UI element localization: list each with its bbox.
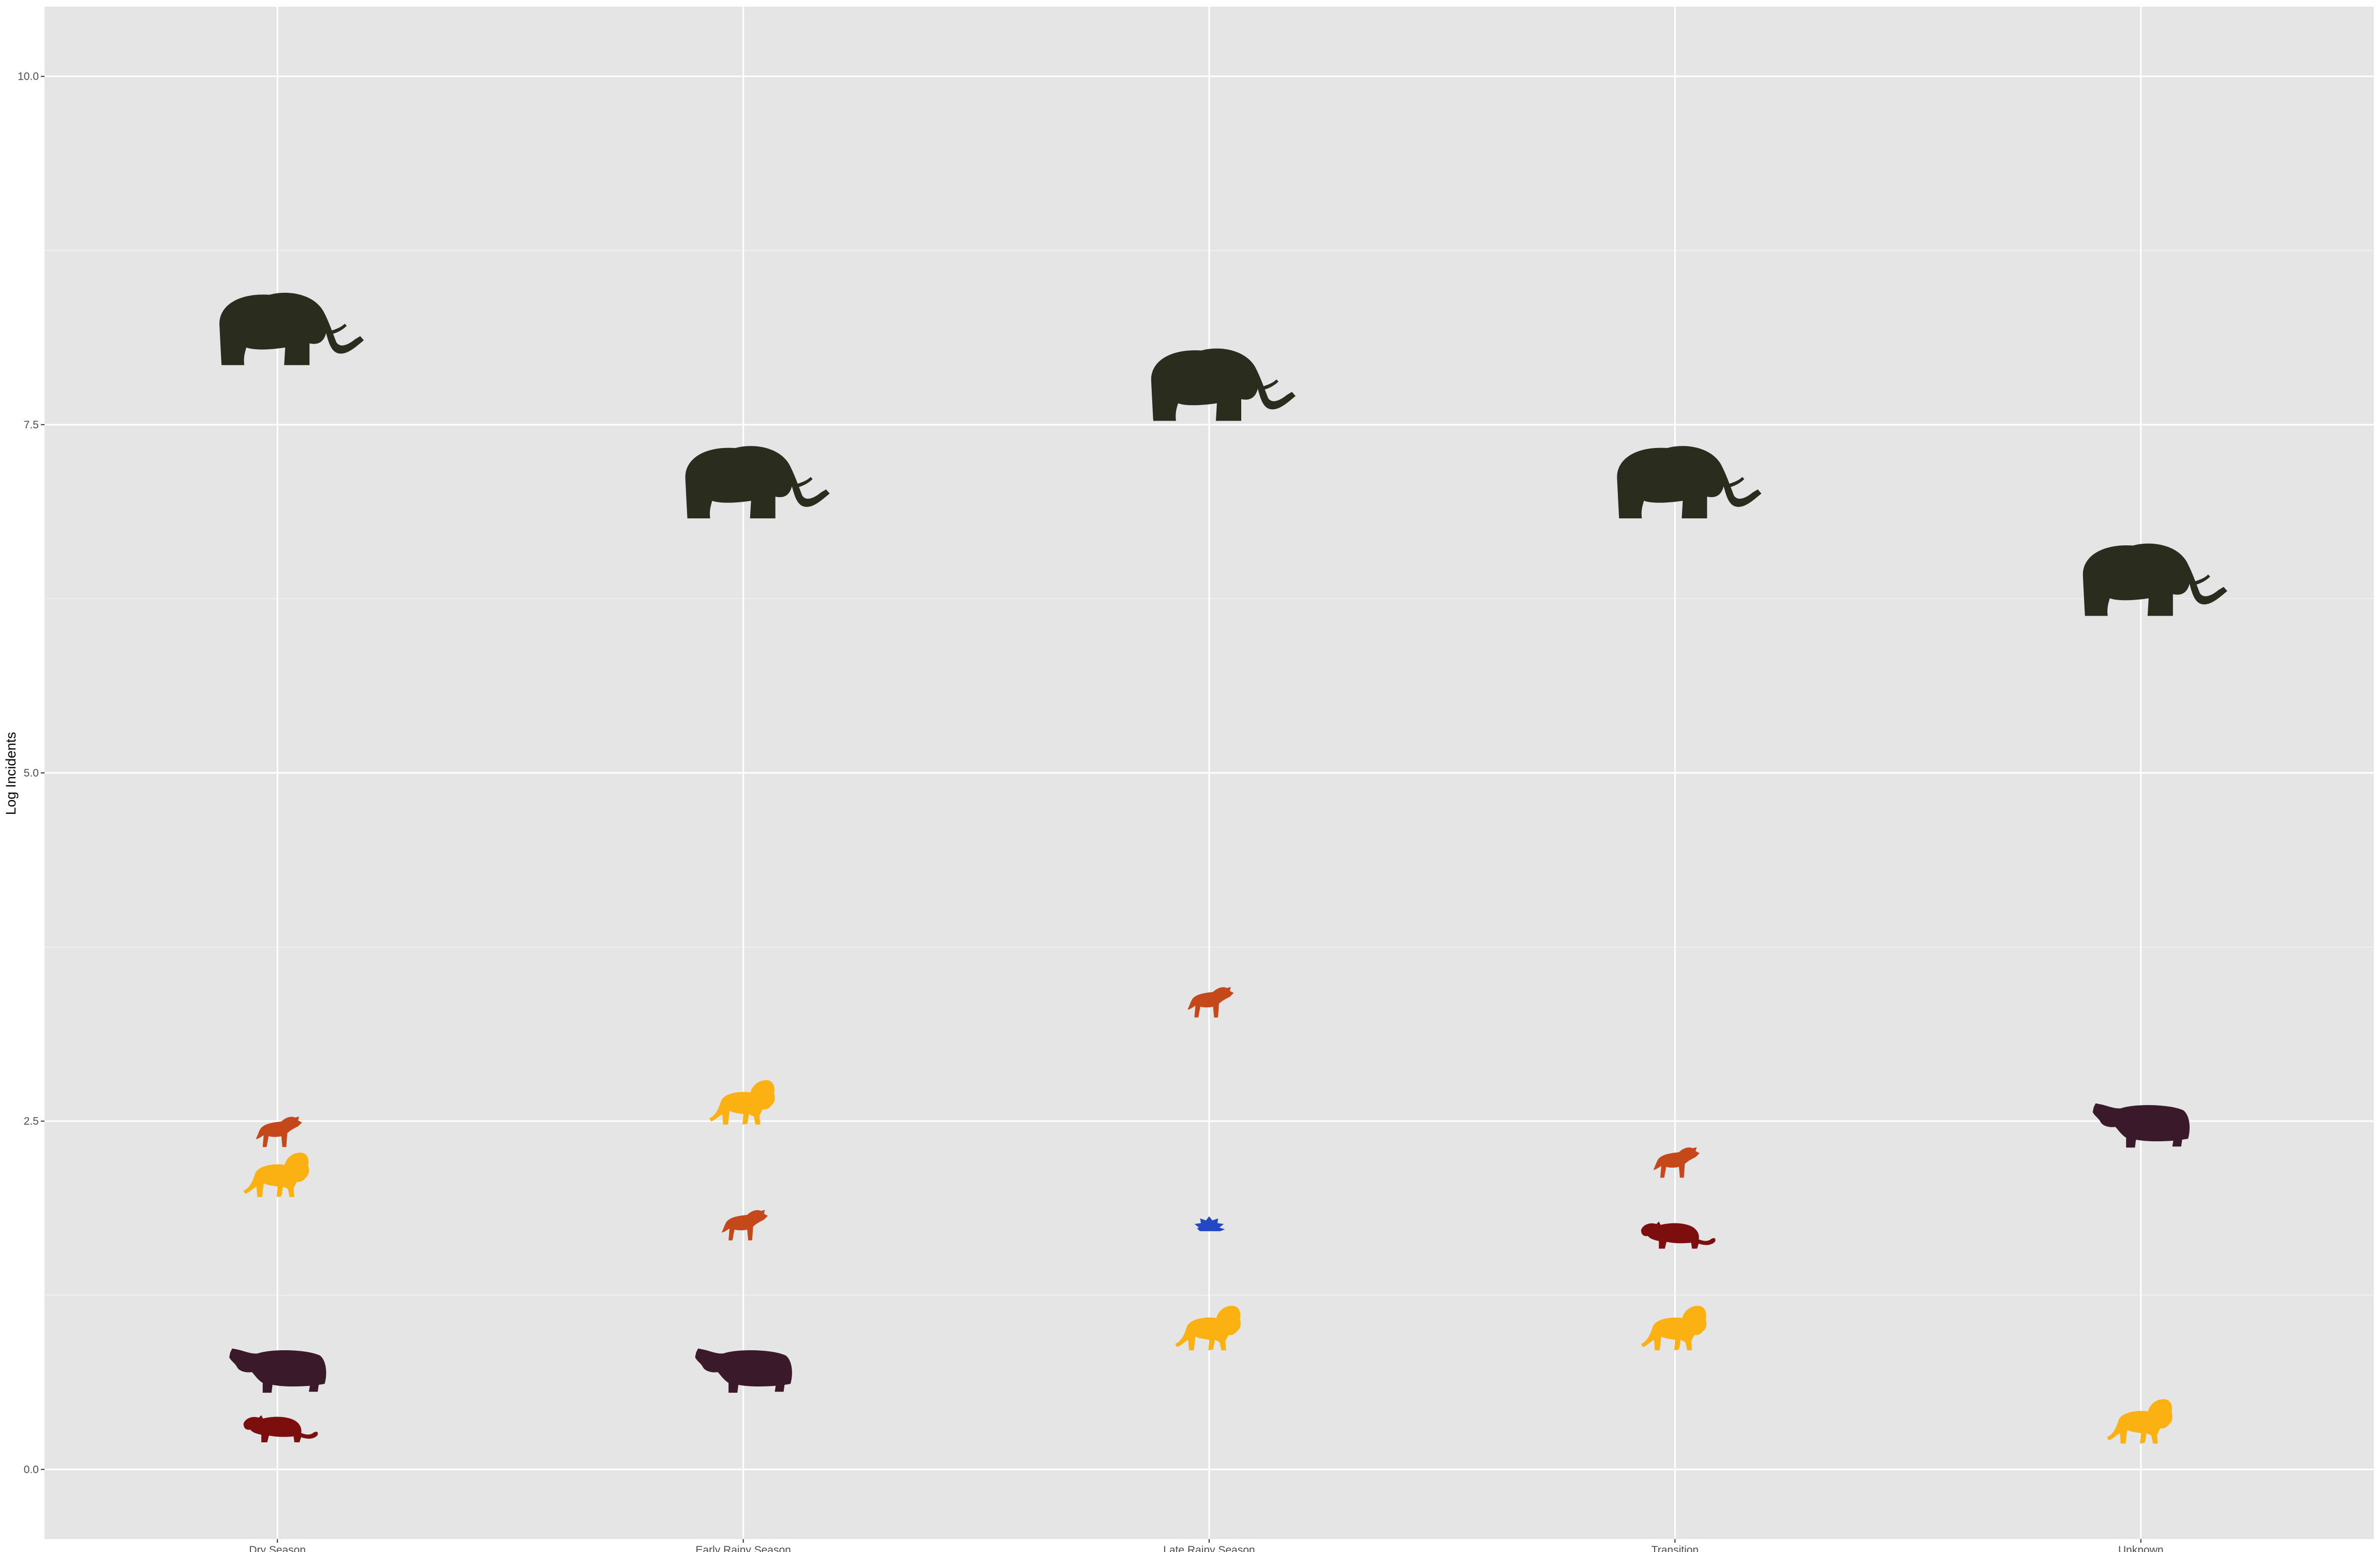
elephant-icon <box>219 292 364 365</box>
hyena-icon <box>721 1210 768 1241</box>
hyena-icon <box>1187 987 1234 1018</box>
elephant-body <box>1617 446 1762 518</box>
hyena-body <box>256 1116 302 1147</box>
leopard-icon <box>243 1415 318 1442</box>
hippo-icon <box>695 1348 792 1393</box>
x-tick-label: Unknown <box>2118 1544 2164 1552</box>
porcupine-icon <box>1194 1216 1225 1231</box>
leopard-body <box>1641 1221 1716 1249</box>
elephant-icon <box>2082 543 2227 616</box>
lion-icon <box>243 1152 309 1197</box>
elephant-icon <box>1617 446 1762 518</box>
y-tick-label: 7.5 <box>24 419 39 431</box>
leopard-body <box>243 1415 318 1442</box>
elephant-body <box>685 446 830 518</box>
lion-body <box>2107 1399 2173 1444</box>
hyena-body <box>1187 987 1234 1018</box>
x-tick-label: Transition <box>1652 1544 1699 1552</box>
lion-body <box>243 1152 309 1197</box>
elephant-tusk <box>2189 574 2210 586</box>
hyena-body <box>1653 1147 1700 1178</box>
x-tick-label: Late Rainy Season <box>1163 1544 1255 1552</box>
y-tick-label: 0.0 <box>24 1464 39 1475</box>
hyena-body <box>721 1210 768 1241</box>
hippo-icon <box>229 1348 326 1393</box>
elephant-icon <box>1151 348 1296 421</box>
lion-icon <box>709 1080 775 1125</box>
leopard-icon <box>1641 1221 1716 1249</box>
hippo-body <box>229 1348 326 1393</box>
elephant-body <box>2082 543 2227 616</box>
lion-icon <box>2107 1399 2173 1444</box>
y-axis-title: Log Incidents <box>3 732 19 815</box>
elephant-tusk <box>792 477 813 488</box>
lion-body <box>1175 1306 1241 1351</box>
hyena-icon <box>1653 1147 1700 1178</box>
y-tick-label: 10.0 <box>18 71 39 83</box>
elephant-body <box>219 292 364 365</box>
lion-icon <box>1641 1306 1707 1351</box>
x-tick-label: Early Rainy Season <box>695 1544 791 1552</box>
elephant-body <box>1151 348 1296 421</box>
hippo-icon <box>2092 1103 2190 1148</box>
porcupine-body <box>1194 1216 1225 1231</box>
x-tick-label: Dry Season <box>249 1544 306 1552</box>
lion-body <box>709 1080 775 1125</box>
hippo-body <box>695 1348 792 1393</box>
y-tick-label: 2.5 <box>24 1115 39 1127</box>
elephant-icon <box>685 446 830 518</box>
y-tick-label: 5.0 <box>24 767 39 779</box>
lion-icon <box>1175 1306 1241 1351</box>
lion-body <box>1641 1306 1707 1351</box>
hyena-icon <box>256 1116 302 1147</box>
elephant-tusk <box>326 323 347 335</box>
elephant-tusk <box>1258 379 1278 391</box>
elephant-tusk <box>1723 477 1745 488</box>
hippo-body <box>2092 1103 2190 1148</box>
